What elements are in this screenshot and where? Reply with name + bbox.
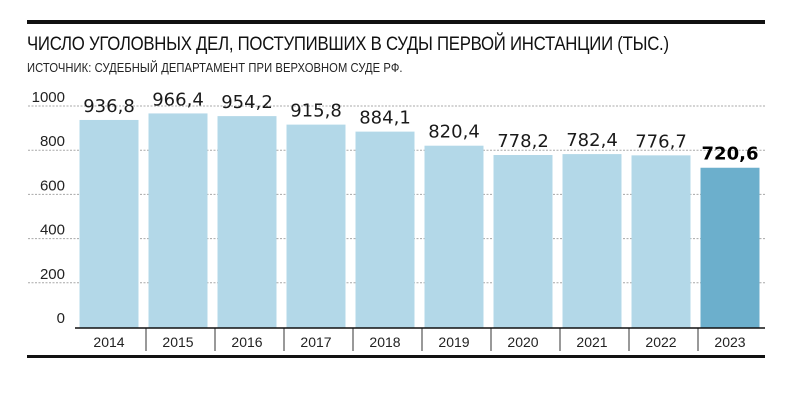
data-label: 778,2 [497, 131, 549, 152]
x-tick-label: 2016 [231, 334, 262, 350]
x-tick-label: 2018 [369, 334, 400, 350]
x-tick-label: 2022 [645, 334, 676, 350]
x-tick-label: 2019 [438, 334, 469, 350]
bar [217, 116, 277, 329]
bar [286, 124, 346, 328]
data-label: 720,6 [702, 144, 759, 165]
bar [148, 113, 208, 328]
bars [79, 113, 760, 329]
y-tick-label: 0 [57, 310, 65, 327]
bar [424, 145, 484, 328]
data-label: 954,2 [221, 92, 273, 113]
data-label: 782,4 [566, 130, 618, 151]
y-tick-label: 400 [40, 222, 65, 239]
bar [631, 155, 691, 328]
x-tick-label: 2017 [300, 334, 331, 350]
data-label: 884,1 [359, 108, 411, 129]
x-axis: 2014 2015 2016 2017 2018 2019 2020 2021 2022 2023 [27, 327, 765, 358]
y-axis-ticks: 0 200 400 600 800 1000 [32, 89, 65, 327]
x-tick-label: 2015 [162, 334, 193, 350]
chart-title: ЧИСЛО УГОЛОВНЫХ ДЕЛ, ПОСТУПИВШИХ В СУДЫ … [27, 33, 669, 55]
data-label: 776,7 [635, 131, 687, 152]
data-label: 820,4 [428, 122, 480, 143]
data-labels: 936,8 966,4 954,2 915,8 884,1 820,4 778,2 782,4… [83, 89, 758, 164]
bottom-rule [27, 355, 765, 358]
data-label: 936,8 [83, 96, 135, 117]
bar [700, 167, 760, 328]
data-label: 966,4 [152, 89, 204, 110]
x-tick-label: 2014 [93, 334, 124, 350]
data-label: 915,8 [290, 101, 342, 122]
y-tick-label: 1000 [32, 89, 65, 106]
bar [355, 131, 415, 328]
chart-source: ИСТОЧНИК: СУДЕБНЫЙ ДЕПАРТАМЕНТ ПРИ ВЕРХО… [27, 60, 403, 75]
top-rule [27, 20, 765, 24]
y-tick-label: 800 [40, 133, 65, 150]
bar [562, 154, 622, 328]
bar [79, 119, 139, 329]
x-tick-label: 2023 [714, 334, 745, 350]
y-tick-label: 200 [40, 266, 65, 283]
x-tick-label: 2020 [507, 334, 538, 350]
y-tick-label: 600 [40, 177, 65, 194]
bar [493, 155, 553, 328]
x-tick-label: 2021 [576, 334, 607, 350]
